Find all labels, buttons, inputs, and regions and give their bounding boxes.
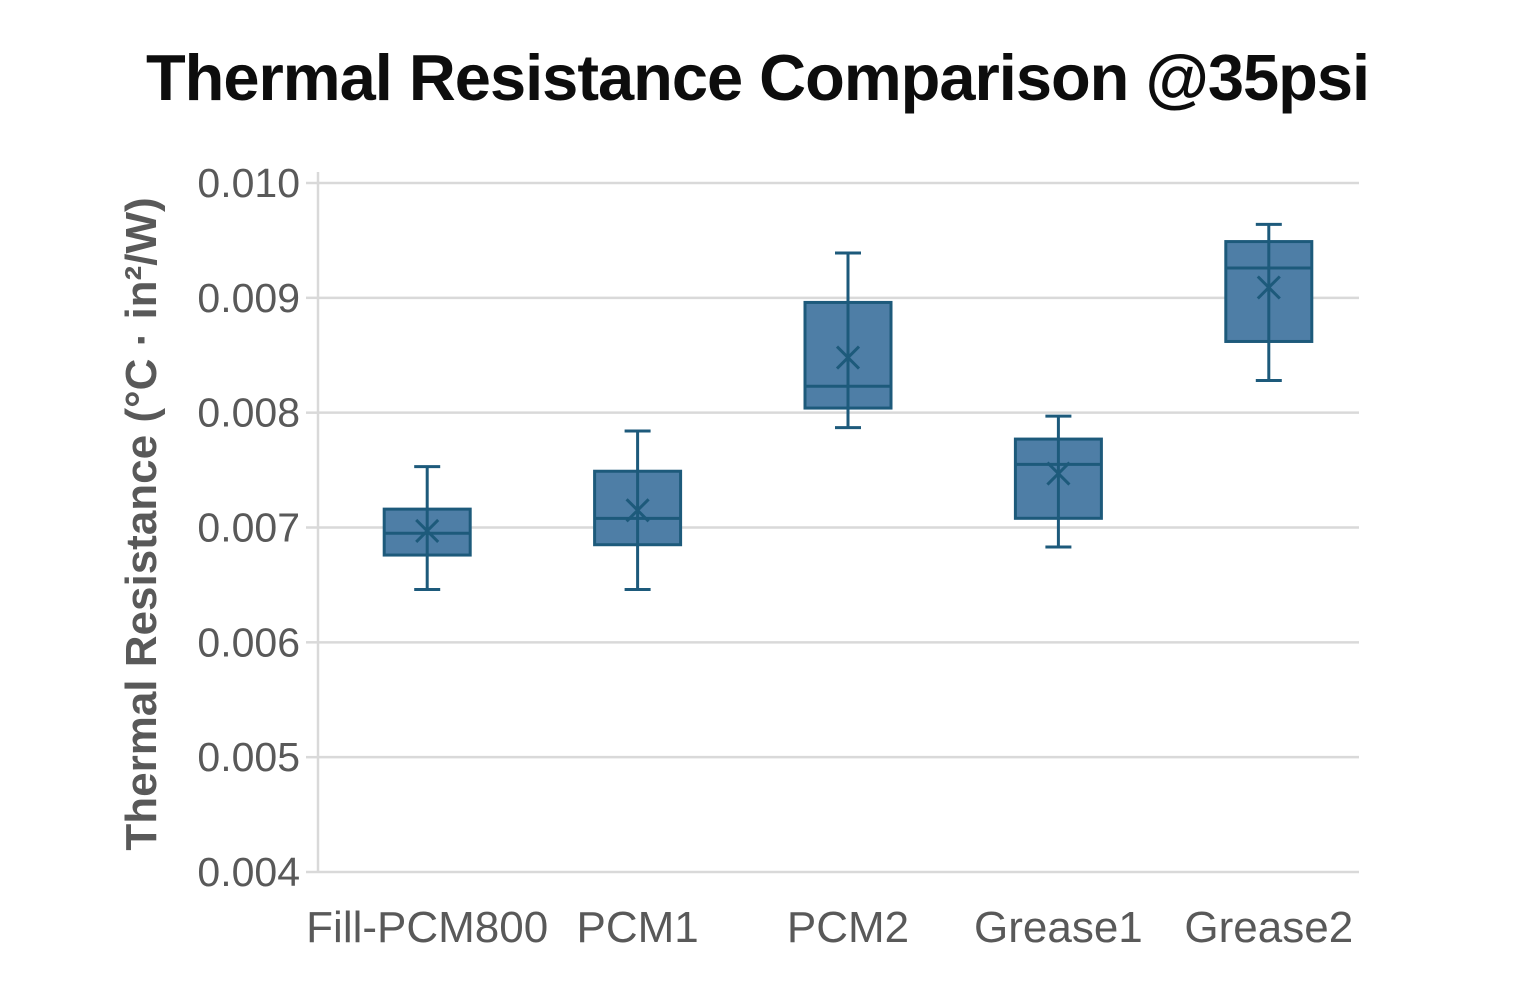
y-tick-label-0.008: 0.008 bbox=[197, 390, 300, 436]
x-category-label-Fill-PCM800: Fill-PCM800 bbox=[306, 903, 548, 952]
mean-marker-PCM2 bbox=[835, 345, 861, 370]
mean-marker-Grease1 bbox=[1046, 461, 1071, 486]
y-tick-label-0.005: 0.005 bbox=[197, 734, 300, 780]
y-tick-label-0.006: 0.006 bbox=[197, 619, 300, 665]
y-tick-label-0.010: 0.010 bbox=[197, 160, 300, 206]
mean-marker-stroke bbox=[835, 345, 861, 370]
boxplot-PCM1 bbox=[593, 429, 683, 592]
x-category-label-Grease1: Grease1 bbox=[974, 903, 1143, 952]
chart-title: Thermal Resistance Comparison @35psi bbox=[145, 41, 1370, 114]
boxplot-Fill-PCM800 bbox=[382, 465, 472, 592]
x-category-label-PCM1: PCM1 bbox=[576, 903, 698, 952]
x-category-label-Grease2: Grease2 bbox=[1184, 903, 1353, 952]
boxplot-PCM2 bbox=[803, 251, 893, 430]
mean-marker-Fill-PCM800 bbox=[415, 518, 440, 544]
mean-marker-stroke bbox=[625, 498, 650, 523]
y-tick-label-0.009: 0.009 bbox=[197, 275, 300, 321]
mean-marker-stroke bbox=[1256, 275, 1281, 300]
boxplot-Grease2 bbox=[1224, 222, 1314, 383]
mean-marker-PCM1 bbox=[625, 498, 650, 523]
x-category-label-PCM2: PCM2 bbox=[787, 903, 909, 952]
y-tick-label-0.004: 0.004 bbox=[197, 849, 300, 895]
mean-marker-stroke bbox=[1046, 461, 1071, 486]
y-tick-label-0.007: 0.007 bbox=[197, 505, 300, 551]
mean-marker-Grease2 bbox=[1256, 275, 1281, 300]
boxplot-Grease1 bbox=[1013, 414, 1103, 549]
mean-marker-stroke bbox=[415, 518, 440, 544]
